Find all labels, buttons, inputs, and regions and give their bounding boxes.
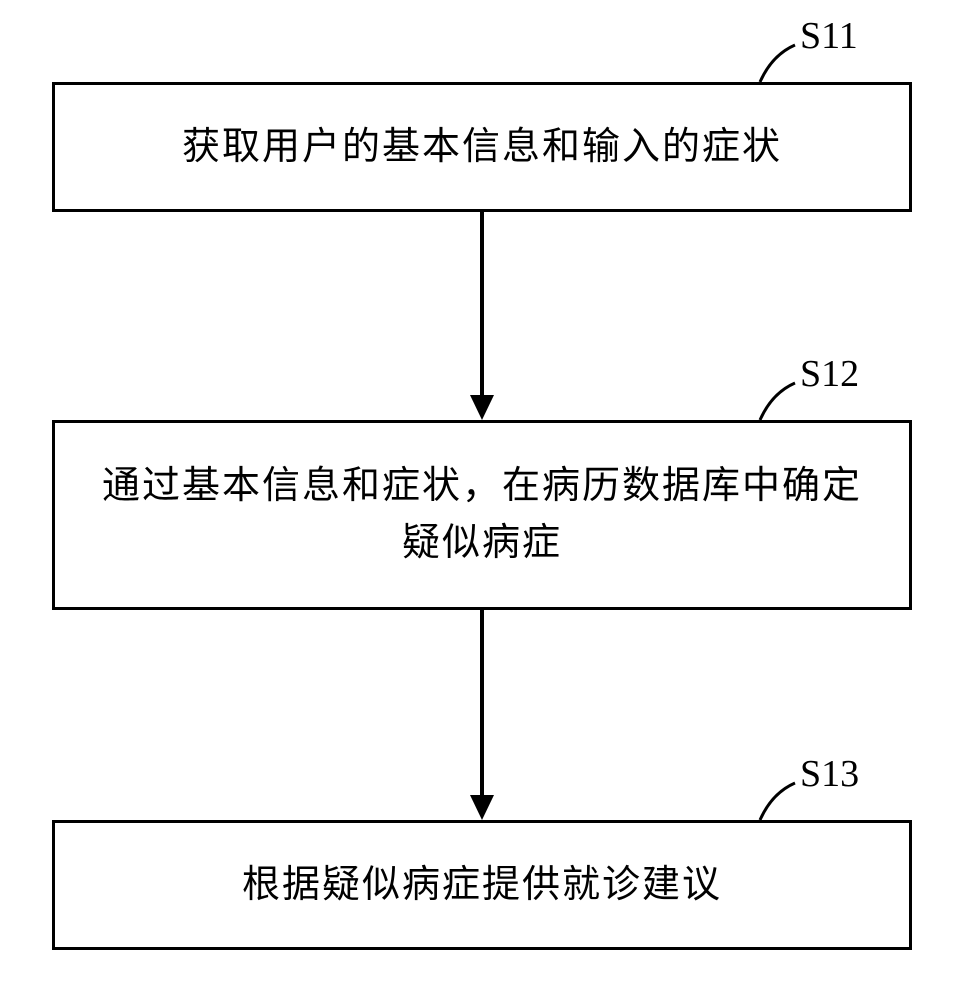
step-3-label: S13 [800, 752, 859, 796]
step-3-text: 根据疑似病症提供就诊建议 [242, 857, 722, 914]
step-2-text: 通过基本信息和症状，在病历数据库中确定疑似病症 [85, 458, 879, 572]
flowchart-container: 获取用户的基本信息和输入的症状 S11 通过基本信息和症状，在病历数据库中确定疑… [0, 0, 965, 989]
step-1-text: 获取用户的基本信息和输入的症状 [182, 119, 782, 176]
flowchart-step-3: 根据疑似病症提供就诊建议 [52, 820, 912, 950]
flowchart-step-2: 通过基本信息和症状，在病历数据库中确定疑似病症 [52, 420, 912, 610]
step-1-label: S11 [800, 14, 858, 58]
flowchart-step-1: 获取用户的基本信息和输入的症状 [52, 82, 912, 212]
step-2-label: S12 [800, 352, 859, 396]
